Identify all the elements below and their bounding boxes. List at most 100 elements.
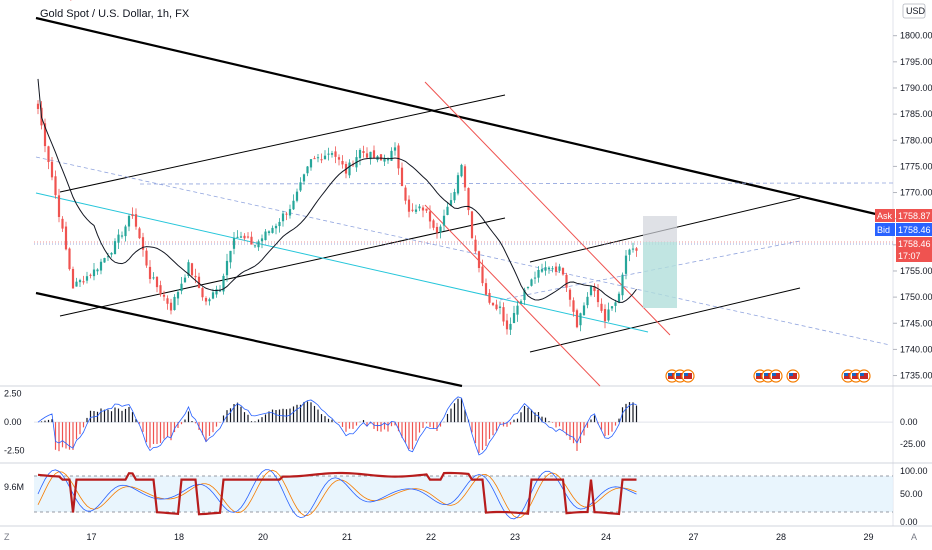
macd-signal-line [37,396,637,456]
candle-body [194,275,197,278]
moving-average-line [37,78,637,303]
oscillator-right-tick: 0.00 [900,517,918,527]
channel-lower-line[interactable] [35,291,463,388]
candle-body [561,268,565,275]
event-flag-canton [852,373,856,376]
dashed-blue-a[interactable] [35,156,891,346]
time-tick-label: 29 [864,532,874,542]
candle-body [435,226,439,233]
candle-body [78,280,82,283]
macd-left-tick: -2.50 [4,446,25,456]
position-stop-zone[interactable] [643,216,677,242]
price-tick-label: 1785.00 [900,109,932,119]
candle-body [337,157,341,160]
candle-body [330,153,334,155]
candle-body [537,269,540,278]
candle-body [250,236,253,245]
candle-body [92,269,96,277]
bid-tag-value-bg [896,223,932,236]
candle-body [600,303,603,311]
candle-body [624,255,628,274]
candle-body [460,164,463,177]
candle-body [54,176,57,196]
candle-body [113,241,117,255]
candle-body [484,283,488,295]
us-flag-event-icon[interactable] [769,369,783,383]
candle-body [155,277,159,288]
candle-body [288,209,292,216]
candle-body [414,209,418,212]
time-tick-label: 23 [510,532,520,542]
candle-body [348,162,351,176]
candle-body [565,274,568,288]
us-flag-event-icon[interactable] [857,369,871,383]
candle-body [621,274,624,296]
candle-body [50,161,54,178]
stoch-d-line [37,469,637,519]
time-tick-label: 22 [426,532,436,542]
candle-body [512,312,516,324]
right-channel-bottom[interactable] [529,287,801,353]
us-flag-event-icon[interactable] [681,369,695,383]
candle-body [589,286,593,296]
candle-body [47,146,50,163]
oscillator-band-fill [34,476,893,512]
currency-badge[interactable] [902,3,926,19]
candle-body [208,299,211,302]
candle-body [603,309,607,322]
candle-body [586,296,589,306]
candle-body [68,248,71,270]
time-tick-label: 17 [87,532,97,542]
candle-body [229,250,232,263]
candle-body [197,276,201,288]
event-flag-canton [764,373,768,376]
bar-countdown: 17:07 [898,251,921,261]
candle-body [411,209,414,211]
us-flag-event-icon[interactable] [786,369,800,383]
cyan-trend-line[interactable] [35,192,649,333]
macd-right-tick: 0.00 [900,417,918,427]
candle-body [386,159,390,161]
event-flag-canton [860,373,864,376]
candle-body [407,199,411,212]
candle-body [204,298,208,302]
candle-body [607,309,610,321]
dashed-blue-c[interactable] [499,240,801,301]
last-price-tag-bg [896,237,932,262]
candle-body [278,221,281,227]
red-channel-a[interactable] [424,81,671,336]
candle-body [103,258,106,263]
candle-body [243,235,246,239]
candle-body [575,310,579,328]
candle-body [463,166,467,188]
candle-body [421,207,425,211]
candle-body [610,306,614,309]
event-flag-canton [844,373,848,376]
candle-body [572,300,575,312]
candle-body [162,294,166,297]
candle-body [292,200,295,210]
candle-body [519,301,523,304]
candle-body [495,304,498,310]
candle-body [316,157,320,159]
dashed-blue-b[interactable] [139,182,894,185]
candle-body [547,267,551,270]
corner-right-label[interactable]: A [911,532,917,542]
candle-body [271,227,274,233]
upper-parallel-line[interactable] [59,94,506,193]
red-channel-b[interactable] [424,204,601,387]
candle-body [491,302,495,306]
lower-parallel-line[interactable] [59,217,506,317]
corner-left-label[interactable]: Z [4,532,10,542]
position-target-zone[interactable] [643,242,677,308]
candle-body [439,226,442,233]
candle-body [166,298,169,304]
bid-tag-label: Bid [877,225,890,235]
candle-body [327,153,330,155]
candle-body [71,268,75,289]
candle-body [516,305,519,315]
candle-body [432,220,435,228]
candle-body [106,256,110,258]
